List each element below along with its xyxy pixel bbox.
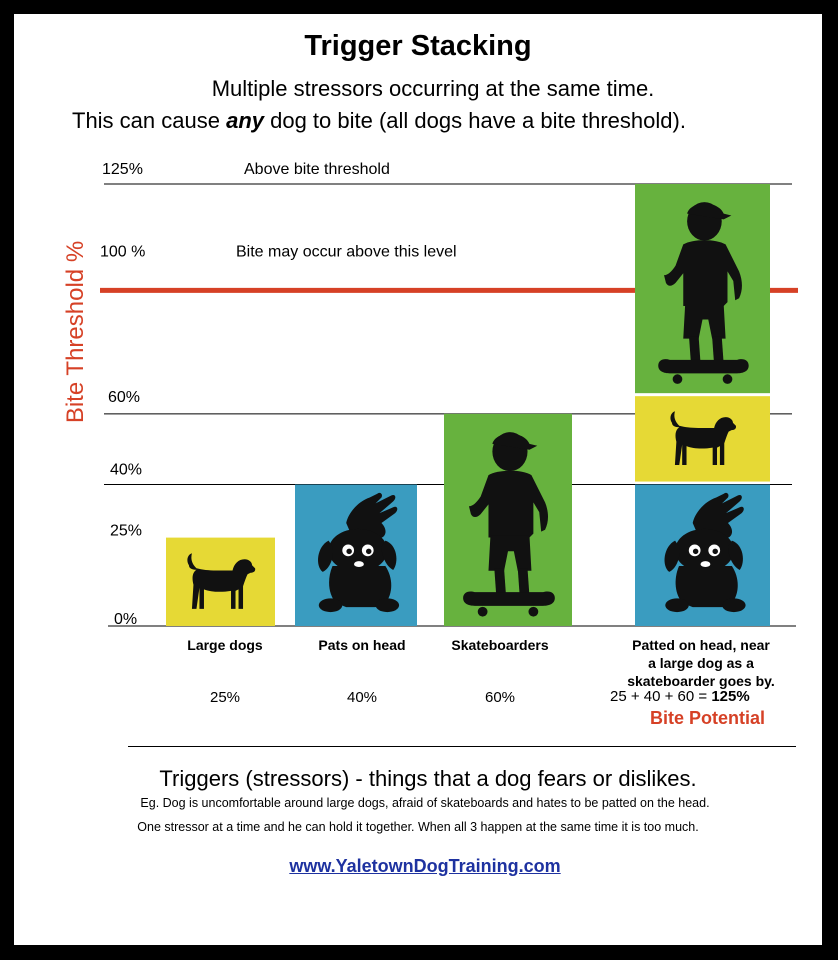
y-ticks: 0% 25% 40% 60% 100 % 125% <box>100 161 145 628</box>
y-tick-label: 40% <box>110 462 142 479</box>
y-tick-label: 100 % <box>100 243 145 260</box>
triggers-heading: Triggers (stressors) - things that a dog… <box>159 766 697 791</box>
stacking-chart: 0% 25% 40% 60% 100 % 125% Above bite threshol… <box>100 161 798 706</box>
annotation: Above bite threshold <box>244 161 390 178</box>
value-label: 25% <box>210 689 240 706</box>
value-label: 60% <box>485 689 515 706</box>
divider <box>128 746 796 747</box>
subtitle-emphasis: any <box>226 108 264 133</box>
y-tick-label: 60% <box>108 389 140 406</box>
y-tick-label: 0% <box>114 611 137 628</box>
total-formula-pre: 25 + 40 + 60 = <box>610 688 712 705</box>
page-title: Trigger Stacking <box>304 30 532 62</box>
category-label: Skateboarders <box>451 637 548 653</box>
y-tick-label: 25% <box>110 523 142 540</box>
total-formula: 25 + 40 + 60 = 125% <box>610 688 750 705</box>
annotation: Bite may occur above this level <box>236 243 457 260</box>
subtitle-line-2: This can cause any dog to bite (all dogs… <box>72 108 686 134</box>
example-line-2: One stressor at a time and he can hold i… <box>137 820 699 834</box>
value-label: 40% <box>347 689 377 706</box>
infographic-page: Trigger Stacking Multiple stressors occu… <box>14 14 822 945</box>
category-labels: Large dogs Pats on head Skateboarders Patte… <box>187 637 775 689</box>
category-label: a large dog as a <box>648 655 754 671</box>
value-labels: 25% 40% 60% <box>210 689 515 706</box>
example-line-1: Eg. Dog is uncomfortable around large do… <box>140 796 710 810</box>
category-label: skateboarder goes by. <box>627 673 775 689</box>
category-label: Patted on head, near <box>632 637 770 653</box>
annotations: Above bite threshold Bite may occur above… <box>236 161 457 260</box>
subtitle-line-2-post: dog to bite (all dogs have a bite thresh… <box>264 108 686 133</box>
website-link[interactable]: www.YaletownDogTraining.com <box>289 856 561 876</box>
bite-potential-label: Bite Potential <box>650 708 766 728</box>
subtitle-line-2-pre: This can cause <box>72 108 227 133</box>
subtitle-line-1: Multiple stressors occurring at the same… <box>211 76 655 101</box>
total-formula-value: 125% <box>711 688 750 705</box>
y-tick-label: 125% <box>102 161 143 178</box>
category-label: Pats on head <box>318 637 405 653</box>
bars-group <box>166 184 770 626</box>
category-label: Large dogs <box>187 637 263 653</box>
